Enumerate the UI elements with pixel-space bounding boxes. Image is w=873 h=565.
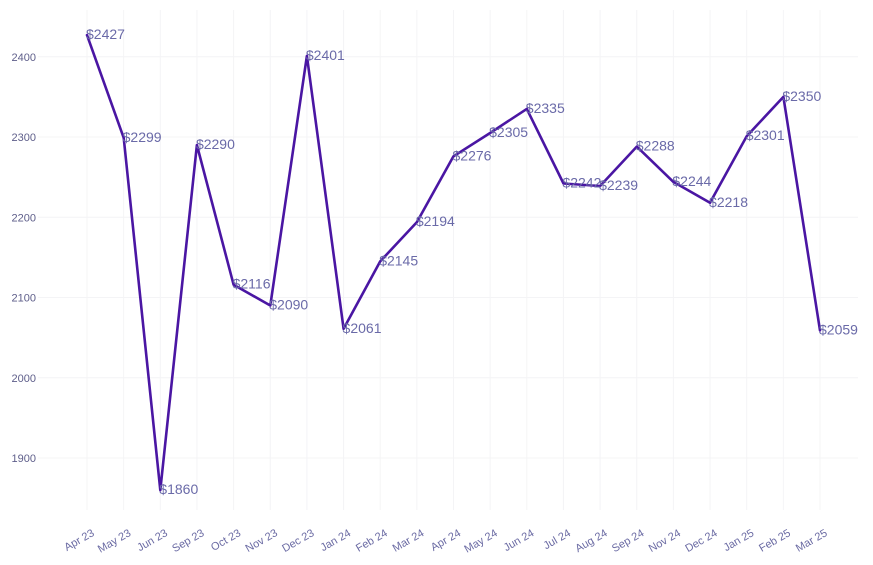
x-tick-label: Jul 24: [542, 527, 573, 552]
x-tick-label: Jun 24: [502, 527, 537, 554]
x-tick-label: Jan 24: [318, 527, 353, 554]
data-label: $2288: [636, 138, 675, 154]
x-tick-label: Mar 25: [794, 527, 830, 555]
data-label: $2239: [599, 177, 638, 193]
x-tick-label: Sep 23: [170, 527, 206, 555]
y-axis: 1900 2000 2100 2200 2300 2400: [12, 52, 36, 465]
data-label: $2290: [196, 136, 235, 152]
data-label: $2299: [123, 129, 162, 145]
data-label: $1860: [159, 481, 198, 497]
x-tick-label: Jun 23: [135, 527, 170, 554]
data-label: $2401: [306, 47, 345, 63]
y-tick-label: 2200: [12, 212, 36, 224]
data-label: $2305: [489, 124, 528, 140]
x-tick-label: Feb 24: [354, 527, 390, 555]
data-label: $2145: [379, 252, 418, 268]
data-label: $2218: [709, 194, 748, 210]
data-label: $2059: [819, 321, 858, 337]
y-tick-label: 1900: [12, 453, 36, 465]
x-tick-label: Oct 23: [209, 527, 243, 554]
x-tick-label: Dec 23: [280, 527, 316, 555]
data-labels: $2427 $2299 $1860 $2290 $2116 $2090 $2401 $2061…: [86, 26, 858, 497]
x-tick-label: May 23: [96, 527, 133, 555]
data-label: $2244: [672, 173, 711, 189]
data-label: $2427: [86, 26, 125, 42]
data-label: $2335: [526, 100, 565, 116]
x-tick-label: Apr 24: [429, 527, 463, 554]
x-tick-label: Sep 24: [610, 527, 646, 555]
data-label: $2276: [453, 147, 492, 163]
y-tick-label: 2000: [12, 373, 36, 385]
y-tick-label: 2300: [12, 132, 36, 144]
data-label: $2242: [562, 175, 601, 191]
x-tick-label: Apr 23: [62, 527, 96, 554]
x-tick-label: Jan 25: [722, 527, 757, 554]
x-tick-label: Nov 24: [647, 527, 683, 555]
x-tick-label: Aug 24: [573, 527, 609, 555]
x-tick-label: Dec 24: [683, 527, 719, 555]
data-label: $2090: [269, 297, 308, 313]
data-label: $2061: [343, 320, 382, 336]
data-label: $2350: [782, 88, 821, 104]
data-label: $2301: [746, 127, 785, 143]
x-tick-label: May 24: [462, 527, 499, 555]
x-tick-label: Feb 25: [757, 527, 793, 555]
y-tick-label: 2400: [12, 52, 36, 64]
x-tick-label: Mar 24: [391, 527, 427, 555]
grid: [38, 10, 858, 510]
x-axis: Apr 23 May 23 Jun 23 Sep 23 Oct 23 Nov 23 Dec …: [62, 527, 829, 555]
x-tick-label: Nov 23: [244, 527, 280, 555]
series-line: [85, 33, 822, 492]
y-tick-label: 2100: [12, 293, 36, 305]
series: [85, 33, 822, 492]
data-label: $2194: [416, 213, 455, 229]
data-label: $2116: [233, 276, 271, 292]
